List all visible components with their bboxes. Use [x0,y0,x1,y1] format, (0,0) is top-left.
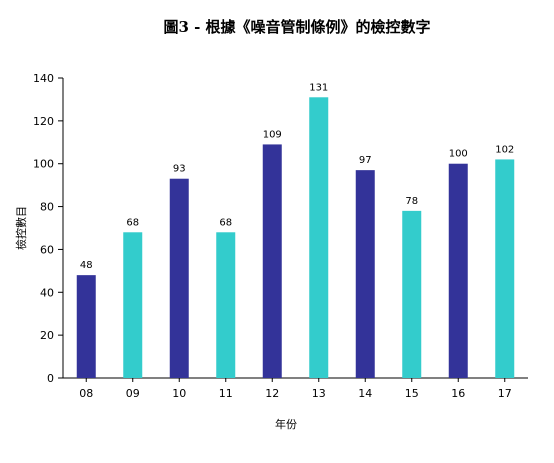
bar [216,232,236,378]
bar [262,144,282,378]
bar [355,170,375,378]
bar [123,232,143,378]
chart-title: 圖3 - 根據《噪音管制條例》的檢控數字 [163,18,430,36]
bar [448,163,468,378]
y-tick-label: 140 [33,72,54,85]
x-tick-label: 08 [79,387,93,400]
x-tick-label: 16 [451,387,465,400]
data-label: 78 [405,196,418,207]
bar [402,210,422,378]
x-tick-label: 17 [498,387,512,400]
x-tick-label: 11 [219,387,233,400]
data-label: 68 [126,217,139,228]
bar [169,178,189,378]
data-label: 93 [173,164,186,175]
data-label: 100 [449,149,468,160]
x-tick-label: 15 [405,387,419,400]
x-axis-title: 年份 [275,417,297,431]
data-label: 102 [495,144,514,155]
x-tick-label: 09 [126,387,140,400]
y-tick-label: 60 [40,243,54,256]
y-axis-title: 檢控數目 [14,206,28,250]
y-tick-label: 120 [33,115,54,128]
y-tick-label: 100 [33,158,54,171]
bar [76,275,96,378]
x-tick-label: 10 [172,387,186,400]
x-tick-label: 13 [312,387,326,400]
data-label: 131 [309,82,328,93]
y-tick-label: 20 [40,329,54,342]
y-tick-label: 40 [40,286,54,299]
y-tick-label: 0 [47,372,54,385]
data-label: 97 [359,155,372,166]
data-label: 48 [80,260,93,271]
x-tick-label: 12 [265,387,279,400]
bar [495,159,515,378]
data-label: 109 [263,129,282,140]
plot-area: 0 20 40 60 80 100 120 140 48 08 68 09 93 10 68 11 109 12 1… [33,72,528,400]
x-tick-label: 14 [358,387,372,400]
bar [309,97,329,379]
data-label: 68 [219,217,232,228]
y-tick-label: 80 [40,201,54,214]
